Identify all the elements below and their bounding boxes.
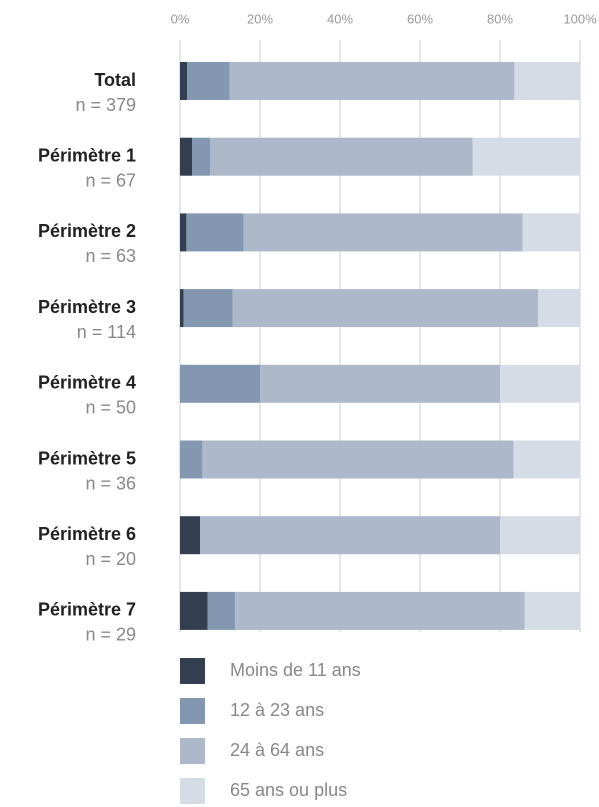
bar-segment — [187, 62, 230, 100]
bar-segment — [180, 364, 260, 403]
bar-segment — [500, 516, 580, 555]
bar-segment — [180, 62, 188, 100]
bar-segment — [180, 440, 203, 479]
bar-segment — [524, 591, 580, 630]
bar-segment — [180, 137, 192, 176]
bar-segment — [514, 62, 580, 100]
category-note: n = 36 — [85, 473, 136, 493]
category-note: n = 50 — [85, 398, 136, 418]
bar-segment — [472, 137, 581, 176]
bar-segment — [180, 289, 184, 328]
bar-segment — [513, 440, 581, 479]
category-label: Périmètre 7 — [38, 600, 136, 620]
bar-segment — [522, 213, 580, 252]
bar-segment — [202, 440, 514, 479]
bar-segment — [180, 213, 187, 252]
legend-label: 12 à 23 ans — [230, 700, 324, 720]
category-note: n = 114 — [77, 322, 136, 342]
bar-segment — [200, 516, 500, 555]
category-label: Périmètre 6 — [38, 524, 136, 544]
x-tick-label: 0% — [171, 11, 190, 26]
x-tick-label: 20% — [247, 11, 273, 26]
category-note: n = 63 — [85, 246, 136, 266]
category-label: Périmètre 1 — [38, 145, 136, 165]
category-label: Total — [94, 70, 136, 90]
category-note: n = 379 — [75, 95, 136, 115]
bar-segment — [260, 364, 500, 403]
category-label: Périmètre 3 — [38, 297, 136, 317]
bar-segment — [180, 516, 200, 555]
bar-segment — [210, 137, 473, 176]
category-note: n = 29 — [85, 625, 136, 645]
legend-swatch — [180, 698, 205, 724]
bar-segment — [180, 591, 208, 630]
legend-label: Moins de 11 ans — [230, 660, 361, 680]
legend-label: 65 ans ou plus — [230, 780, 347, 800]
legend-swatch — [180, 738, 205, 764]
bar-segment — [243, 213, 523, 252]
category-note: n = 67 — [85, 170, 136, 190]
bar-segment — [192, 137, 210, 176]
legend-swatch — [180, 658, 205, 684]
legend-swatch — [180, 778, 205, 804]
bar-segment — [538, 289, 580, 328]
x-tick-label: 100% — [563, 11, 597, 26]
bar-segment — [183, 289, 233, 328]
bar-segment — [232, 289, 539, 328]
bar-segment — [186, 213, 244, 252]
bar-segment — [500, 364, 580, 403]
x-tick-label: 60% — [407, 11, 433, 26]
category-label: Périmètre 5 — [38, 448, 136, 468]
bar-segment — [207, 591, 236, 630]
category-note: n = 20 — [85, 549, 136, 569]
x-tick-label: 40% — [327, 11, 353, 26]
category-label: Périmètre 2 — [38, 221, 136, 241]
category-label: Périmètre 4 — [38, 373, 136, 393]
bar-segment — [229, 62, 515, 100]
x-tick-label: 80% — [487, 11, 513, 26]
legend-label: 24 à 64 ans — [230, 740, 324, 760]
bar-segment — [235, 591, 525, 630]
